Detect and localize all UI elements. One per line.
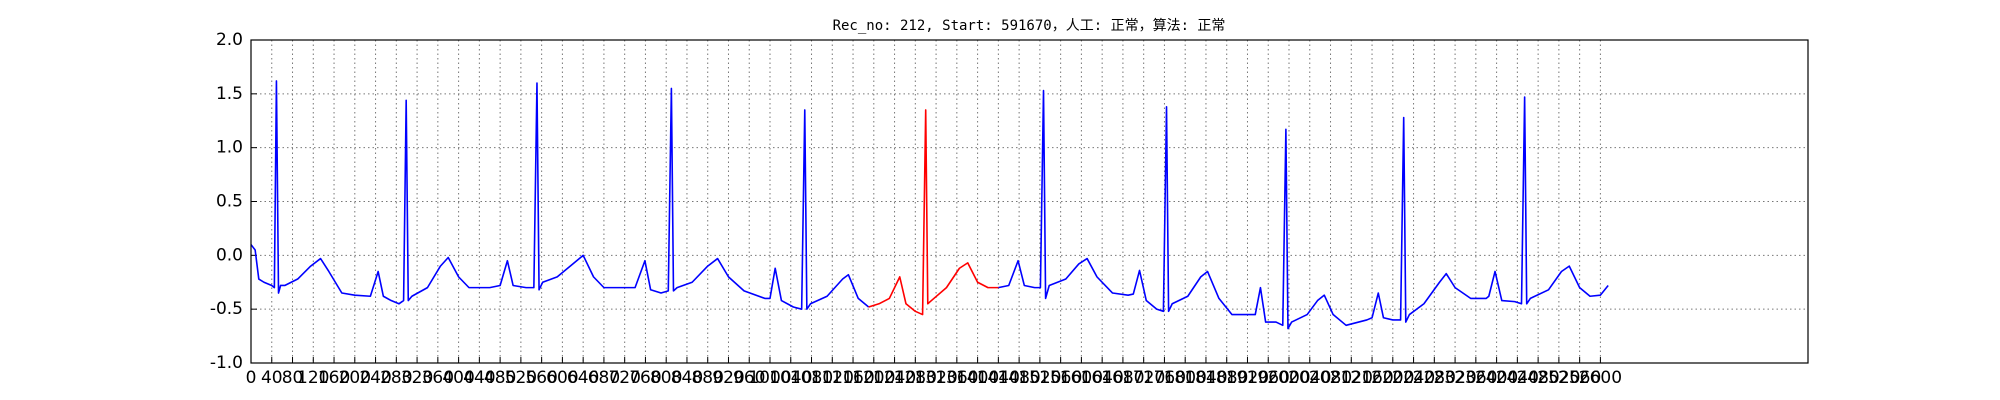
x-tick-label: 2400	[1475, 368, 1518, 388]
y-tick-label: 0.5	[216, 192, 243, 212]
x-tick-label: 2080	[1309, 368, 1352, 388]
x-tick-label: 1440	[977, 368, 1020, 388]
x-tick-label: 2200	[1371, 368, 1414, 388]
x-tick-label: 400	[442, 368, 474, 388]
x-tick-label: 1760	[1143, 368, 1186, 388]
x-tick-label: 720	[608, 368, 640, 388]
x-tick-label: 120	[297, 368, 329, 388]
y-tick-label: 1.5	[216, 84, 243, 104]
x-tick-label: 320	[401, 368, 433, 388]
x-tick-label: 560	[525, 368, 557, 388]
x-tick-label: 1800	[1164, 368, 1207, 388]
x-tick-label: 840	[671, 368, 703, 388]
x-tick-label: 200	[339, 368, 371, 388]
x-tick-label: 240	[359, 368, 391, 388]
x-tick-label: 2320	[1433, 368, 1476, 388]
y-tick-label: -0.5	[210, 299, 243, 319]
x-tick-label: 40	[261, 368, 283, 388]
y-tick-label: 2.0	[216, 30, 243, 50]
x-tick-label: 1360	[935, 368, 978, 388]
x-tick-label: 2600	[1579, 368, 1622, 388]
ecg-line	[868, 109, 999, 316]
y-tick-label: 1.0	[216, 138, 243, 158]
x-tick-label: 920	[712, 368, 744, 388]
x-tick-label: 2040	[1288, 368, 1331, 388]
x-tick-label: 800	[650, 368, 682, 388]
x-tick-label: 2240	[1392, 368, 1435, 388]
x-tick-label: 1560	[1039, 368, 1082, 388]
x-tick-label: 1200	[852, 368, 895, 388]
x-tick-label: 1840	[1184, 368, 1227, 388]
x-tick-label: 1120	[811, 368, 854, 388]
ecg-line	[250, 80, 1609, 330]
x-tick-label: 1040	[769, 368, 812, 388]
x-tick-label: 600	[546, 368, 578, 388]
x-tick-label: 640	[567, 368, 599, 388]
x-tick-label: 1520	[1018, 368, 1061, 388]
x-tick-label: 1240	[873, 368, 916, 388]
x-tick-label: 2480	[1516, 368, 1559, 388]
x-tick-label: 0	[246, 368, 257, 388]
x-tick-label: 80	[282, 368, 304, 388]
chart-title: Rec_no: 212, Start: 591670，人工: 正常，算法: 正常	[833, 18, 1226, 34]
x-tick-label: 1920	[1226, 368, 1269, 388]
x-tick-label: 1080	[790, 368, 833, 388]
x-tick-label: 280	[380, 368, 412, 388]
x-tick-label: 760	[629, 368, 661, 388]
x-tick-label: 1000	[748, 368, 791, 388]
x-tick-label: 1960	[1247, 368, 1290, 388]
x-tick-label: 2520	[1537, 368, 1580, 388]
x-tick-label: 1320	[914, 368, 957, 388]
x-tick-label: 880	[691, 368, 723, 388]
plot-frame	[250, 39, 1809, 364]
x-tick-label: 960	[733, 368, 765, 388]
x-tick-label: 1720	[1122, 368, 1165, 388]
x-tick-label: 2560	[1558, 368, 1601, 388]
x-tick-label: 2360	[1454, 368, 1497, 388]
x-tick-label: 1480	[997, 368, 1040, 388]
x-tick-label: 1640	[1081, 368, 1124, 388]
x-tick-label: 440	[463, 368, 495, 388]
x-tick-label: 360	[422, 368, 454, 388]
x-tick-label: 160	[318, 368, 350, 388]
x-tick-label: 680	[588, 368, 620, 388]
x-tick-label: 1880	[1205, 368, 1248, 388]
x-tick-label: 1160	[831, 368, 874, 388]
y-tick-label: 0.0	[216, 245, 243, 265]
x-tick-label: 2440	[1496, 368, 1539, 388]
y-tick-label: -1.0	[210, 353, 243, 373]
x-tick-label: 1600	[1060, 368, 1103, 388]
x-tick-label: 520	[505, 368, 537, 388]
x-tick-label: 480	[484, 368, 516, 388]
x-tick-label: 2120	[1330, 368, 1373, 388]
x-tick-label: 2160	[1350, 368, 1393, 388]
x-tick-label: 1400	[956, 368, 999, 388]
x-tick-label: 1280	[894, 368, 937, 388]
x-tick-label: 2280	[1413, 368, 1456, 388]
x-tick-label: 1680	[1101, 368, 1144, 388]
x-tick-label: 2000	[1267, 368, 1310, 388]
